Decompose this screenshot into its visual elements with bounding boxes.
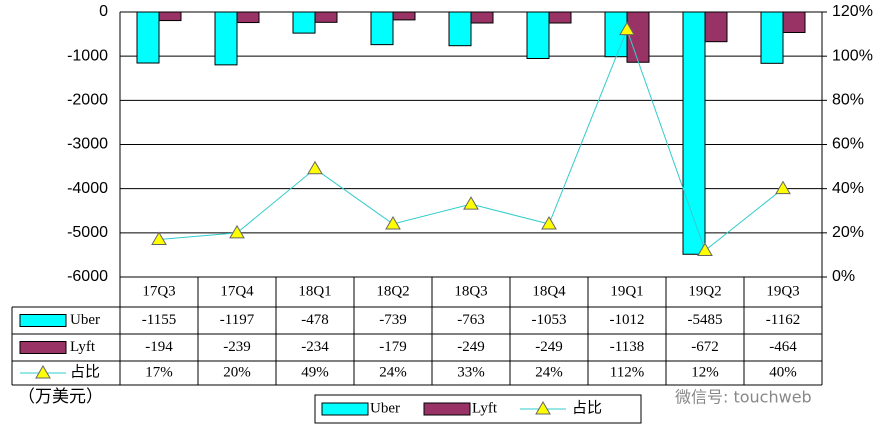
table-cell: -1012 (610, 312, 645, 328)
y-tick-label: 0 (99, 3, 108, 20)
marker (307, 160, 323, 175)
table-row-header: Uber (70, 312, 100, 328)
y2-tick-label: 80% (832, 92, 864, 109)
x-tick-label: 19Q2 (688, 283, 721, 299)
y-tick-label: -6000 (67, 268, 108, 285)
y-tick-label: -1000 (67, 47, 108, 64)
table-cell: -249 (535, 339, 563, 355)
table-cell: -672 (691, 339, 719, 355)
bar (704, 11, 728, 43)
marker (619, 21, 635, 36)
table-cell: -234 (301, 339, 329, 355)
marker (463, 196, 479, 210)
table-row-header: Lyft (70, 339, 96, 355)
y2-tick-label: 100% (832, 47, 873, 64)
table-cell: 17% (145, 364, 173, 380)
bar (760, 11, 784, 64)
marker (229, 224, 245, 239)
y2-tick-label: 20% (832, 224, 864, 241)
table-key (19, 314, 67, 327)
table-cell: 49% (301, 364, 329, 380)
bar (626, 11, 650, 63)
legend-key (423, 402, 471, 416)
table-cell: -1155 (142, 312, 176, 328)
y2-tick-label: 60% (832, 136, 864, 153)
table-cell: -464 (769, 339, 797, 355)
legend-box (314, 394, 642, 424)
table-row-header: 占比 (70, 363, 100, 380)
legend-label: 占比 (572, 399, 602, 416)
y2-tick-label: 40% (832, 180, 864, 197)
legend-key (321, 402, 369, 416)
bar (292, 11, 316, 34)
table-key (35, 365, 51, 379)
table-cell: 24% (379, 364, 407, 380)
table-cell: 24% (535, 364, 563, 380)
bar (136, 11, 160, 64)
legend-label: Uber (370, 400, 400, 416)
x-tick-label: 17Q4 (220, 283, 254, 299)
bar (392, 11, 416, 21)
table-cell: -5485 (688, 312, 723, 328)
y-tick-label: -5000 (67, 224, 108, 241)
marker (697, 242, 713, 256)
legend-label: Lyft (472, 400, 498, 416)
bar (158, 11, 182, 22)
x-tick-label: 18Q1 (298, 283, 331, 299)
table-cell: -739 (379, 312, 407, 328)
x-tick-label: 18Q3 (454, 283, 487, 299)
table-cell: -1138 (610, 339, 644, 355)
table-cell: -1162 (766, 312, 800, 328)
bar (370, 11, 394, 46)
x-tick-label: 19Q3 (766, 283, 799, 299)
y2-tick-label: 0% (832, 268, 855, 285)
y2-tick-label: 120% (832, 3, 873, 20)
x-tick-label: 17Q3 (142, 283, 175, 299)
bar (314, 11, 338, 23)
table-cell: 20% (223, 364, 251, 380)
marker (541, 216, 557, 230)
y-tick-label: -3000 (67, 136, 108, 153)
table-key (19, 341, 67, 354)
y-tick-label: -2000 (67, 92, 108, 109)
bar (548, 11, 572, 24)
watermark: 微信号: touchweb (675, 388, 812, 407)
x-tick-label: 19Q1 (610, 283, 643, 299)
bar (236, 11, 260, 24)
table-cell: -478 (301, 312, 329, 328)
table-cell: -1197 (220, 312, 255, 328)
table-cell: -1053 (532, 312, 567, 328)
bar (448, 11, 472, 47)
table-cell: 33% (457, 364, 485, 380)
marker (385, 216, 401, 230)
table-cell: 12% (691, 364, 719, 380)
unit-label: （万美元） (18, 387, 103, 406)
x-tick-label: 18Q4 (532, 283, 566, 299)
table-cell: 112% (610, 364, 644, 380)
bar (214, 11, 238, 66)
bar (782, 11, 806, 33)
marker (151, 231, 167, 245)
table-cell: -249 (457, 339, 485, 355)
bar (526, 11, 550, 60)
table-cell: -763 (457, 312, 485, 328)
table-cell: -194 (145, 339, 173, 355)
x-tick-label: 18Q2 (376, 283, 409, 299)
table-cell: -179 (379, 339, 407, 355)
y-tick-label: -4000 (67, 180, 108, 197)
bar (682, 11, 706, 255)
legend-key (535, 401, 551, 415)
bar (470, 11, 494, 24)
table-cell: -239 (223, 339, 251, 355)
table-cell: 40% (769, 364, 797, 380)
marker (775, 180, 791, 195)
